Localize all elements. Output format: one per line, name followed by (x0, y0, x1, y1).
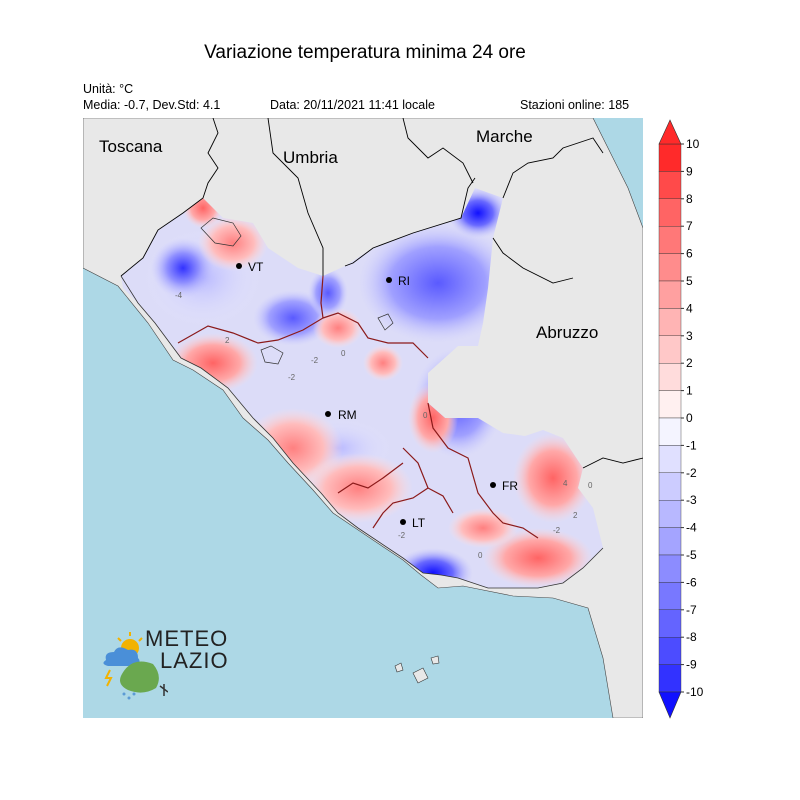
logo-weather-icon (103, 632, 168, 700)
region-label-marche: Marche (476, 127, 533, 146)
colorbar-cell (658, 362, 682, 391)
colorbar-tick-label: 1 (686, 384, 693, 398)
city-rm: RM (325, 408, 357, 422)
colorbar-tick-label: 4 (686, 301, 693, 315)
colorbar-tick-label: -2 (686, 466, 697, 480)
contour-label: -2 (311, 356, 319, 365)
stats-label: Media: -0.7, Dev.Std: 4.1 (83, 98, 221, 112)
contour-label: 2 (225, 336, 230, 345)
colorbar-tick-label: -9 (686, 658, 697, 672)
colorbar-tick-label: -8 (686, 630, 697, 644)
colorbar-cell (658, 280, 682, 309)
city-label-rm: RM (338, 408, 357, 422)
colorbar-tick-label: -1 (686, 438, 697, 452)
lakes (200, 217, 394, 365)
stations-label: Stazioni online: 185 (520, 98, 630, 112)
city-label-vt: VT (248, 260, 264, 274)
region-label-umbria: Umbria (283, 148, 338, 167)
colorbar-tick-label: -10 (686, 685, 704, 699)
islands (394, 655, 440, 684)
city-dot-fr (490, 482, 496, 488)
colorbar-cell (658, 335, 682, 364)
province-borders (177, 275, 539, 539)
map-title: Variazione temperatura minima 24 ore (204, 42, 526, 63)
contour-label: 4 (563, 479, 568, 488)
logo-text-meteo: METEO (145, 626, 229, 651)
colorbar-cell (658, 198, 682, 227)
colorbar-cell (658, 417, 682, 446)
colorbar-tick-label: 6 (686, 247, 693, 261)
city-vt: VT (236, 260, 264, 274)
colorbar-cell (658, 225, 682, 254)
meteolazio-logo: METEO LAZIO (98, 626, 248, 706)
colorbar-tick-label: 3 (686, 329, 693, 343)
colorbar-cell (658, 664, 682, 693)
colorbar-bottom-arrow (658, 691, 682, 719)
colorbar-cell (658, 554, 682, 583)
logo-text-lazio: LAZIO (160, 648, 229, 673)
contour-label: 0 (478, 551, 483, 560)
external-borders (120, 118, 643, 469)
contour-label: -2 (553, 526, 561, 535)
contour-label: 2 (573, 511, 578, 520)
colorbar-tick-label: 7 (686, 219, 693, 233)
colorbar-cell (658, 253, 682, 282)
temperature-map: Toscana Umbria Marche Abruzzo VT RI RM F… (83, 118, 643, 718)
contour-label: -2 (398, 531, 406, 540)
contour-label: -2 (288, 373, 296, 382)
colorbar-tick-label: -4 (686, 521, 697, 535)
colorbar-tick-label: -5 (686, 548, 697, 562)
contour-label: -4 (175, 291, 183, 300)
contour-label: 0 (423, 411, 428, 420)
date-label: Data: 20/11/2021 11:41 locale (270, 98, 435, 112)
colorbar-tick-label: 5 (686, 274, 693, 288)
colorbar-cell (658, 308, 682, 336)
colorbar-cell (658, 527, 682, 556)
region-label-toscana: Toscana (99, 137, 163, 156)
city-dot-rm (325, 411, 331, 417)
colorbar-top-arrow (658, 119, 682, 145)
colorbar-tick-label: 0 (686, 411, 693, 425)
colorbar-cells (658, 143, 682, 693)
colorbar-cell (658, 500, 682, 528)
colorbar-cell (658, 472, 682, 501)
city-label-ri: RI (398, 274, 410, 288)
colorbar-tick-label: 2 (686, 356, 693, 370)
colorbar-cell (658, 582, 682, 610)
colorbar-tick-label: -7 (686, 603, 697, 617)
contour-label: 0 (341, 349, 346, 358)
colorbar-tick-label: -3 (686, 493, 697, 507)
colorbar-cell (658, 445, 682, 473)
city-label-fr: FR (502, 479, 518, 493)
city-dot-vt (236, 263, 242, 269)
colorbar-cell (658, 171, 682, 200)
city-label-lt: LT (412, 516, 426, 530)
colorbar-cell (658, 609, 682, 638)
colorbar-tick-label: 10 (686, 137, 700, 151)
contour-labels: -4 0 -2 2 -2 0 -2 0 4 2 -2 0 (175, 291, 593, 560)
colorbar-tick-label: 8 (686, 192, 693, 206)
region-label-abruzzo: Abruzzo (536, 323, 598, 342)
colorbar-cell (658, 390, 682, 419)
city-dot-lt (400, 519, 406, 525)
city-fr: FR (490, 479, 518, 493)
colorbar-tick-label: -6 (686, 575, 697, 589)
colorbar-cell (658, 637, 682, 665)
colorbar-tick-label: 9 (686, 164, 693, 178)
colorbar-cell (658, 143, 682, 172)
coastline (120, 275, 604, 589)
city-lt: LT (400, 516, 426, 530)
contour-label: 0 (588, 481, 593, 490)
city-dot-ri (386, 277, 392, 283)
city-ri: RI (386, 274, 410, 288)
unit-label: Unità: °C (83, 82, 134, 96)
